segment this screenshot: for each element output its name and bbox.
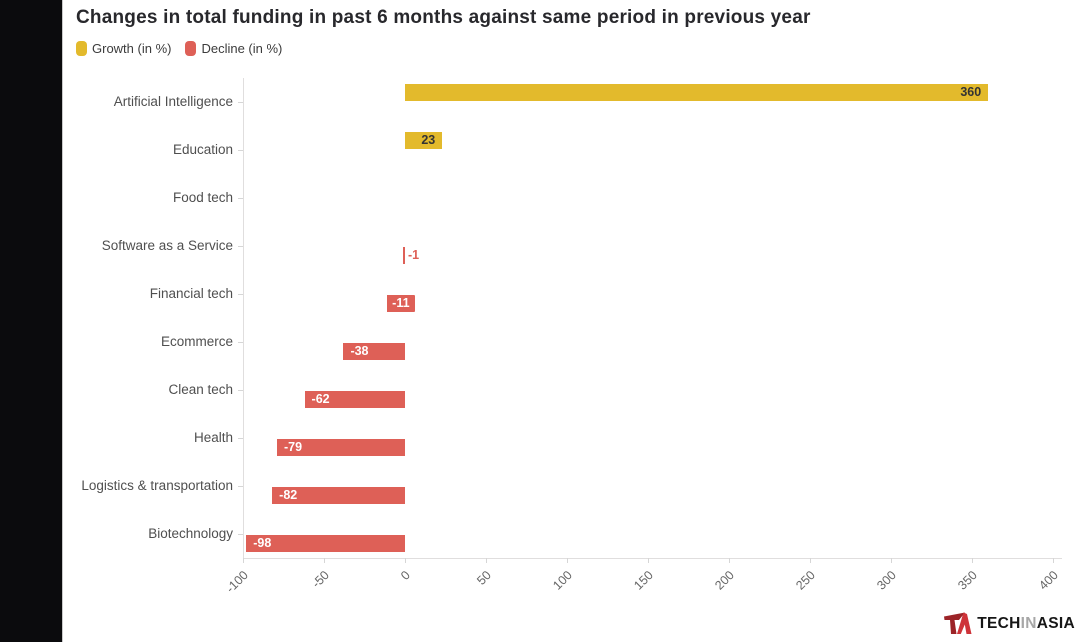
growth-bar [405, 132, 443, 149]
legend-item-growth: Growth (in %) [76, 41, 171, 56]
growth-bar [405, 84, 989, 101]
decline-bar [304, 391, 405, 408]
bar-value-label: -11 [387, 295, 415, 312]
y-axis-line [243, 78, 244, 558]
brand-text-in: IN [1020, 614, 1037, 632]
bar-value-label: -38 [350, 344, 369, 358]
growth-swatch-icon [76, 41, 87, 56]
x-tick-mark [324, 558, 325, 563]
y-tick-mark [238, 198, 243, 199]
techinasia-ta-icon [944, 612, 972, 634]
category-label: Financial tech [149, 286, 233, 301]
x-tick-mark [648, 558, 649, 563]
x-tick-label: 200 [712, 568, 737, 593]
category-label: Software as a Service [101, 238, 233, 253]
decline-bar [343, 343, 405, 360]
category-label: Biotechnology [148, 526, 233, 541]
legend-label-decline: Decline (in %) [201, 41, 283, 56]
brand-logo: TECHINASIA [944, 612, 1075, 635]
x-tick-mark [567, 558, 568, 563]
x-tick-mark [1053, 558, 1054, 563]
x-tick-label: -100 [223, 568, 251, 596]
y-tick-mark [238, 246, 243, 247]
x-tick-mark [729, 558, 730, 563]
x-tick-mark [486, 558, 487, 563]
y-tick-mark [238, 102, 243, 103]
decline-bar [403, 247, 405, 264]
brand-wordmark: TECHINASIA [977, 615, 1075, 633]
category-label: Education [172, 142, 233, 157]
x-tick-label: 350 [955, 568, 980, 593]
page-title: Changes in total funding in past 6 month… [76, 7, 811, 28]
legend-item-decline: Decline (in %) [185, 41, 282, 56]
category-label: Health [193, 430, 233, 445]
x-tick-label: 100 [550, 568, 575, 593]
x-tick-mark [243, 558, 244, 563]
y-tick-mark [238, 534, 243, 535]
legend-label-growth: Growth (in %) [92, 41, 172, 56]
x-tick-label: 0 [398, 568, 413, 583]
x-tick-label: -50 [309, 568, 332, 591]
y-tick-mark [238, 342, 243, 343]
x-tick-label: 300 [874, 568, 899, 593]
x-tick-label: 150 [631, 568, 656, 593]
category-label: Clean tech [168, 382, 233, 397]
left-black-bar [0, 0, 63, 642]
bar-value-label: -62 [311, 392, 330, 406]
x-tick-label: 400 [1036, 568, 1061, 593]
decline-bar [277, 439, 405, 456]
x-tick-mark [405, 558, 406, 563]
x-axis-line [243, 558, 1062, 559]
bar-value-label: -1 [408, 248, 420, 262]
y-tick-mark [238, 390, 243, 391]
category-label: Artificial Intelligence [113, 94, 233, 109]
decline-bar [246, 535, 405, 552]
x-tick-mark [810, 558, 811, 563]
bar-value-label: 23 [421, 133, 436, 147]
legend: Growth (in %) Decline (in %) [76, 41, 282, 56]
bar-value-label: -98 [253, 536, 272, 550]
brand-text-asia: ASIA [1036, 614, 1075, 632]
bar-value-label: 360 [960, 85, 982, 99]
x-tick-label: 250 [793, 568, 818, 593]
x-tick-mark [891, 558, 892, 563]
category-label: Ecommerce [160, 334, 233, 349]
decline-bar [272, 487, 405, 504]
brand-text-tech: TECH [977, 614, 1021, 632]
x-tick-label: 50 [474, 568, 494, 588]
bar-value-label: -79 [284, 440, 303, 454]
category-label: Food tech [172, 190, 233, 205]
y-tick-mark [238, 486, 243, 487]
decline-swatch-icon [185, 41, 197, 56]
y-tick-mark [238, 150, 243, 151]
category-label: Logistics & transportation [81, 478, 233, 493]
x-tick-mark [972, 558, 973, 563]
y-tick-mark [238, 438, 243, 439]
bar-value-label: -82 [279, 488, 298, 502]
y-tick-mark [238, 294, 243, 295]
